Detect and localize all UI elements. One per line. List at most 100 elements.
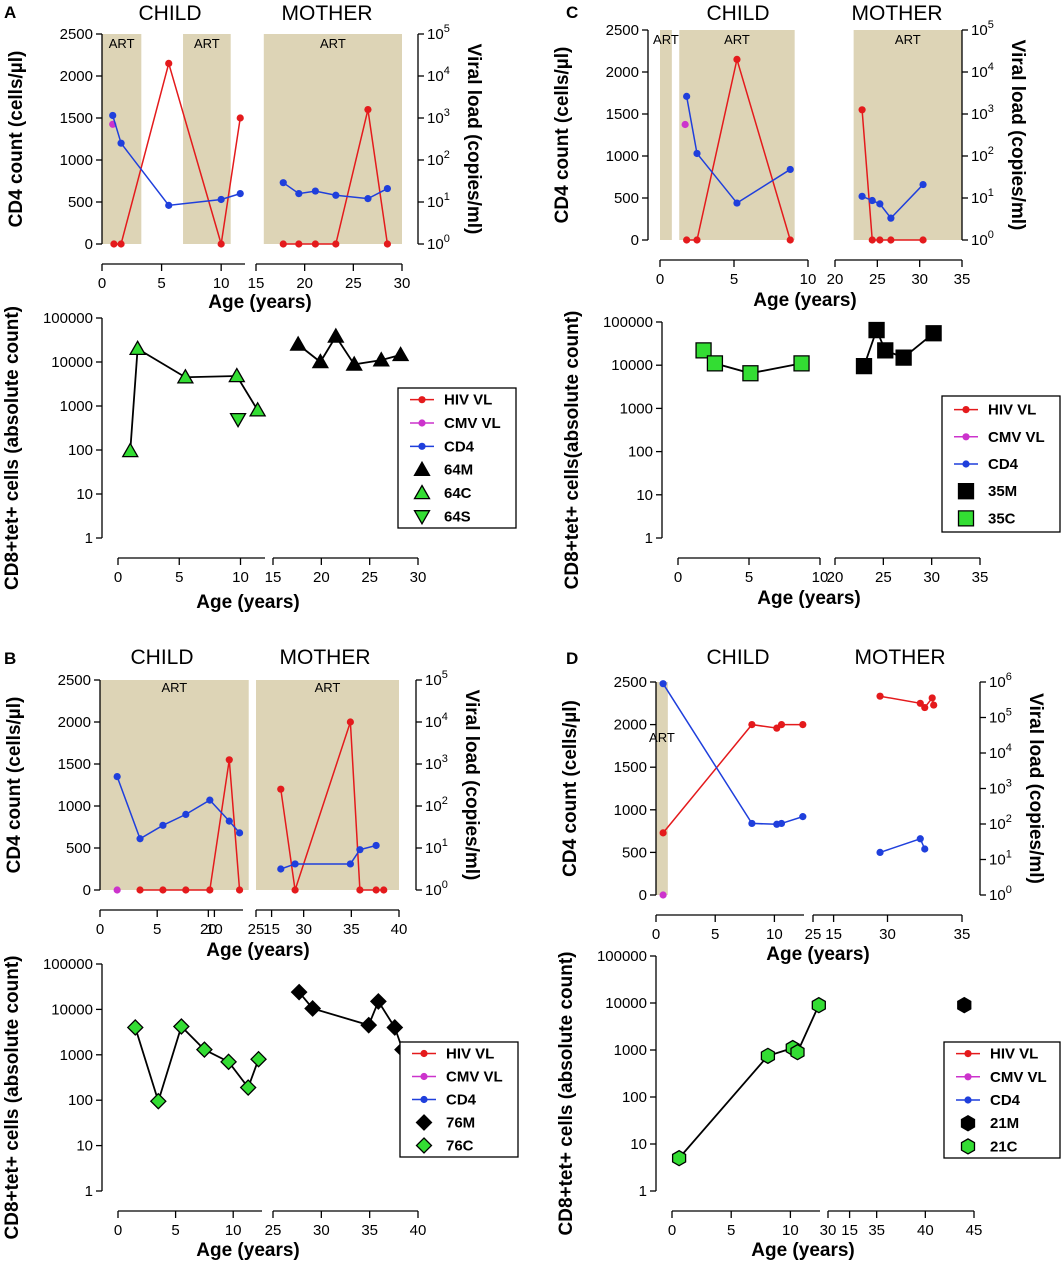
data-point (291, 860, 299, 868)
legend-label: 21M (990, 1115, 1019, 1132)
data-point (356, 886, 364, 894)
series-line (678, 1004, 820, 1159)
data-point (277, 865, 285, 873)
x-tick-label: 5 (745, 569, 753, 586)
data-point (136, 886, 144, 894)
legend: HIV VL CMV VL CD4 64M 64C 64S (397, 387, 517, 529)
y-tick-label: 100 (68, 442, 93, 459)
data-marker (121, 442, 139, 458)
y-tick-label: 10 (636, 487, 653, 504)
y-tick-label: 1000 (58, 798, 91, 815)
data-point (346, 860, 354, 868)
y-right-tick-label: 104 (971, 61, 994, 81)
x-axis-label: Age (years) (751, 1240, 855, 1261)
data-point (332, 240, 340, 248)
tick-base: 10 (427, 194, 444, 211)
x-tick-label: 10 (766, 926, 783, 943)
x-axis-label: Age (years) (196, 592, 300, 613)
child-title: CHILD (706, 646, 769, 669)
mother-title: MOTHER (855, 646, 946, 669)
data-marker (360, 1016, 378, 1034)
y-right-tick-label: 100 (425, 879, 448, 899)
legend-marker (415, 1137, 433, 1154)
data-point (930, 701, 938, 709)
panel-letter: C (566, 3, 578, 22)
data-point (876, 848, 884, 857)
x-tick-label: 0 (668, 1222, 676, 1239)
x-tick-label: 25 (361, 569, 378, 586)
series-64c (121, 339, 267, 458)
data-point (916, 835, 924, 843)
legend-marker (420, 1095, 428, 1104)
y-tick-label: 1500 (58, 756, 91, 773)
legend-label: CMV VL (990, 1069, 1047, 1086)
x-tick-label: 15 (263, 921, 280, 938)
data-point (117, 139, 125, 147)
tick-exponent: 2 (988, 145, 994, 157)
y-right-tick-label: 102 (989, 813, 1012, 833)
x-tick-label: 25 (875, 569, 892, 586)
legend-label: 21C (990, 1138, 1018, 1155)
y-axis-label: CD8+tet+ cells (absolute count) (556, 951, 577, 1235)
legend-marker (964, 1073, 972, 1081)
data-point (681, 120, 689, 129)
panel-letter: B (4, 649, 16, 668)
data-point (277, 785, 285, 793)
series-line (685, 96, 791, 205)
y-tick-label: 1000 (60, 1047, 93, 1064)
data-point (311, 187, 319, 195)
y-tick-label: 2500 (614, 674, 647, 691)
y-tick-label: 1500 (60, 110, 93, 127)
tick-base: 10 (971, 64, 988, 81)
y-axis-label: CD8+tet+ cells(absolute count) (562, 311, 583, 590)
tick-base: 10 (427, 236, 444, 253)
legend-label: HIV VL (990, 1046, 1038, 1063)
tick-base: 10 (971, 22, 988, 39)
y-axis-label: CD4 count (cells/µl) (552, 47, 573, 224)
x-tick-label: 15 (825, 926, 842, 943)
child-title: CHILD (130, 646, 193, 669)
series-line (140, 759, 241, 891)
legend-label: CD4 (444, 438, 475, 455)
series-76c (126, 1018, 267, 1110)
data-point (217, 240, 225, 248)
legend-label: CD4 (990, 1092, 1021, 1109)
legend-label: 64M (444, 462, 473, 479)
data-marker (742, 365, 759, 382)
legend-box (397, 387, 517, 529)
data-point (876, 200, 884, 208)
data-point (206, 886, 214, 894)
tick-base: 10 (989, 745, 1006, 762)
legend-label: HIV VL (988, 402, 1036, 419)
legend-marker (957, 510, 975, 527)
y-tick-label: 1 (645, 530, 653, 547)
legend-marker (962, 433, 970, 441)
legend-label: HIV VL (446, 1046, 494, 1063)
data-marker (195, 1041, 213, 1059)
y-tick-label: 100 (68, 1092, 93, 1109)
x-tick-label: 5 (171, 1222, 179, 1239)
y-tick-label: 1500 (614, 759, 647, 776)
y-tick-label: 0 (631, 232, 639, 249)
y-tick-label: 0 (83, 882, 91, 899)
series-cd4 (683, 92, 927, 222)
x-tick-label: 30 (313, 1222, 330, 1239)
data-point (380, 886, 388, 894)
x-axis-label: Age (years) (206, 940, 310, 961)
data-point (916, 699, 924, 707)
series-line (298, 991, 404, 1050)
data-point (921, 845, 929, 853)
x-tick-label: 10 (782, 1222, 799, 1239)
legend-marker (962, 460, 970, 468)
x-tick-label: 10 (232, 569, 249, 586)
y-tick-label: 2000 (614, 717, 647, 734)
x-tick-label: 20 (313, 569, 330, 586)
data-marker (957, 996, 972, 1014)
series-hiv-vl (659, 692, 938, 837)
tick-base: 10 (425, 714, 442, 731)
data-point (383, 184, 391, 193)
data-marker (239, 1079, 257, 1096)
